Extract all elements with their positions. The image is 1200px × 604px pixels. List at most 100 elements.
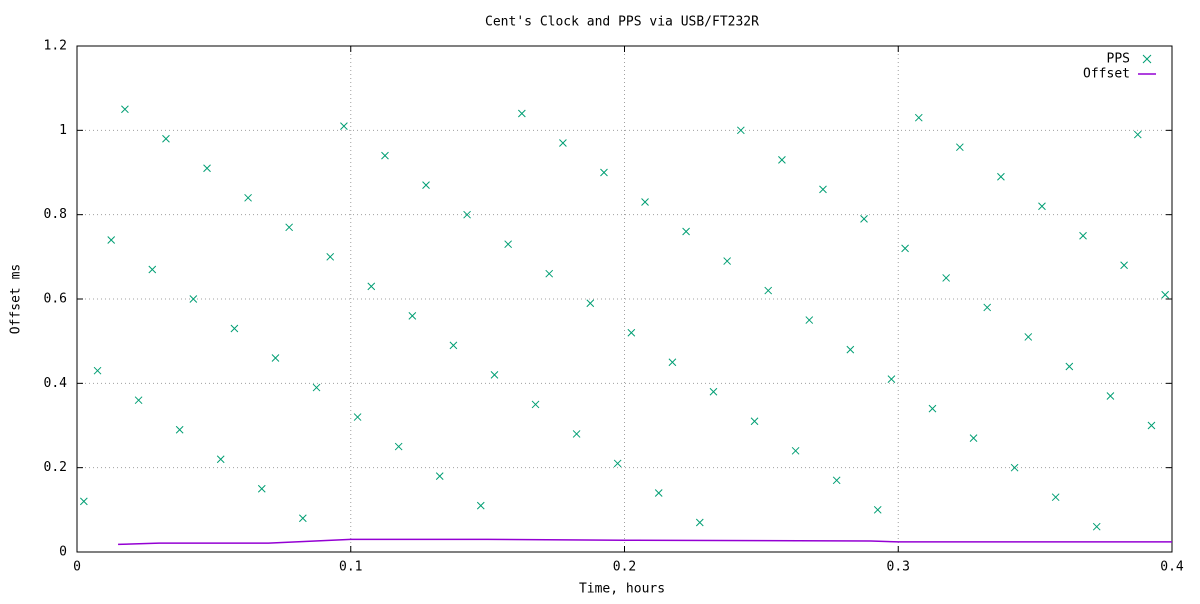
data-line <box>118 538 1172 546</box>
data-point <box>1106 392 1115 400</box>
data-point <box>723 257 732 265</box>
data-point <box>175 425 184 434</box>
y-tick-label: 0.8 <box>44 207 67 222</box>
data-point <box>162 134 170 143</box>
data-point <box>572 430 581 438</box>
data-point <box>1079 231 1087 240</box>
y-tick-label: 0.4 <box>44 376 68 391</box>
y-tick-label: 0.2 <box>44 460 67 475</box>
data-point <box>997 172 1005 181</box>
data-point <box>559 139 567 147</box>
data-point <box>983 303 992 312</box>
data-point <box>613 459 622 468</box>
data-point <box>1010 463 1019 472</box>
x-axis-label: Time, hours <box>579 582 665 597</box>
data-point <box>709 387 718 396</box>
data-point <box>860 215 868 223</box>
data-point <box>381 151 389 160</box>
x-tick-label: 0.1 <box>339 560 362 575</box>
data-point <box>955 143 964 152</box>
data-point <box>1065 362 1074 371</box>
data-point <box>887 375 896 383</box>
data-point <box>1038 202 1046 211</box>
data-point <box>79 497 88 506</box>
data-point <box>969 434 978 443</box>
data-point <box>928 404 937 413</box>
data-point <box>627 328 636 337</box>
data-point <box>832 476 841 485</box>
data-point <box>545 269 554 278</box>
data-point <box>449 341 458 350</box>
data-point <box>134 396 143 405</box>
data-point <box>340 122 348 130</box>
data-point <box>435 472 444 480</box>
y-tick-label: 1 <box>59 123 67 138</box>
data-point <box>1161 290 1170 299</box>
plot-frame <box>76 45 1173 553</box>
data-point <box>846 345 855 354</box>
legend-label: Offset <box>1083 67 1130 82</box>
x-tick-label: 0.2 <box>613 560 636 575</box>
data-point <box>121 105 129 114</box>
data-point <box>367 282 376 291</box>
data-point <box>942 274 951 282</box>
data-point <box>873 505 882 514</box>
data-point <box>1092 522 1101 531</box>
data-point <box>1024 333 1033 341</box>
data-point <box>791 446 800 455</box>
data-point <box>914 113 923 122</box>
y-tick-label: 0.6 <box>44 292 67 307</box>
data-point <box>244 193 252 202</box>
data-point <box>298 514 307 523</box>
data-point <box>422 181 430 190</box>
data-point <box>271 354 280 362</box>
data-point <box>394 442 403 451</box>
y-tick-label: 1.2 <box>44 39 67 54</box>
data-point <box>1133 130 1142 139</box>
data-point <box>654 489 663 497</box>
data-point <box>504 240 513 249</box>
data-point <box>600 168 608 177</box>
data-point <box>408 312 417 320</box>
y-axis-label: Offset ms <box>9 264 24 334</box>
x-tick-label: 0 <box>73 560 81 575</box>
data-point <box>312 383 321 392</box>
x-tick-label: 0.3 <box>887 560 910 575</box>
x-tick-label: 0.4 <box>1160 560 1184 575</box>
data-point <box>736 126 745 135</box>
data-point <box>901 244 909 253</box>
legend-marker <box>1142 54 1152 64</box>
y-tick-label: 0 <box>59 545 67 560</box>
data-point <box>230 324 239 333</box>
data-point <box>668 358 677 367</box>
data-point <box>778 155 786 164</box>
data-point <box>682 227 690 236</box>
data-point <box>93 366 102 375</box>
data-point <box>326 252 335 261</box>
data-point <box>531 400 540 409</box>
data-point <box>490 371 499 379</box>
data-point <box>764 286 773 295</box>
data-point <box>285 223 294 232</box>
data-point <box>1051 493 1060 502</box>
data-point <box>1147 421 1156 430</box>
data-point <box>216 455 225 464</box>
data-point <box>641 198 649 206</box>
data-point <box>695 518 704 527</box>
data-point <box>1120 261 1128 270</box>
data-point <box>517 109 526 118</box>
data-point <box>805 316 814 324</box>
data-point <box>353 413 362 421</box>
data-point <box>476 501 485 510</box>
data-point <box>819 185 827 194</box>
data-point <box>189 295 198 303</box>
legend-label: PPS <box>1107 52 1130 67</box>
data-point <box>257 484 266 493</box>
data-point <box>586 299 595 308</box>
data-point <box>750 417 759 426</box>
data-point <box>203 164 211 173</box>
chart-title: Cent's Clock and PPS via USB/FT232R <box>485 15 759 30</box>
